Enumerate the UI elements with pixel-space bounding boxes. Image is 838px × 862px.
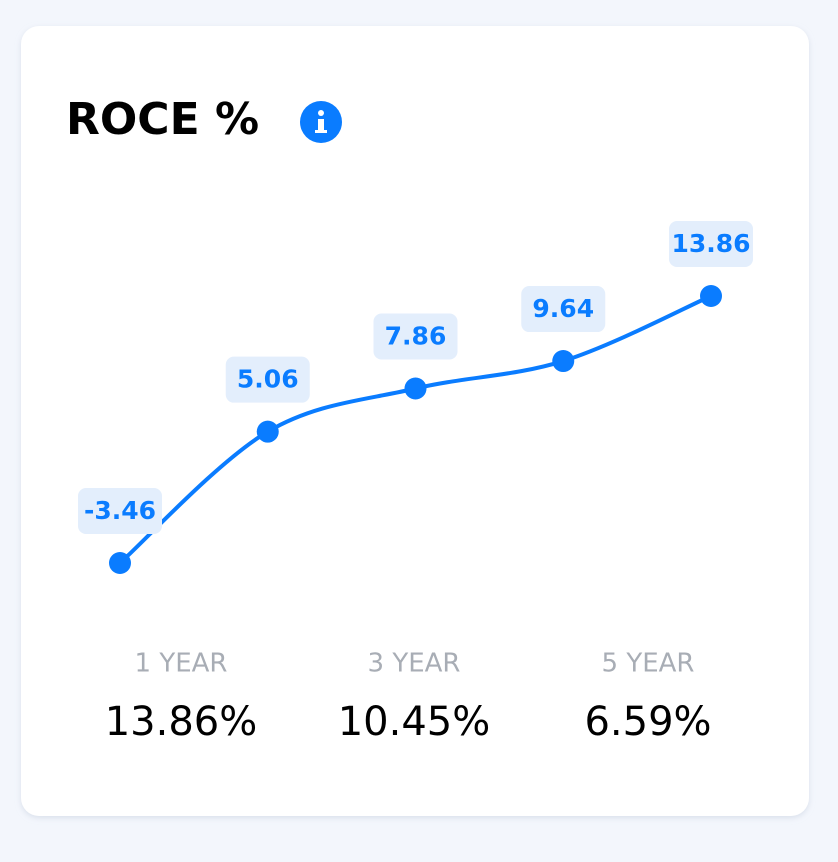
- point: [552, 350, 575, 373]
- value-label-box: [78, 488, 162, 534]
- period-label: 1 YEAR: [135, 649, 228, 679]
- value-label-box: [225, 356, 310, 403]
- value-label: 7.86: [385, 321, 447, 350]
- point: [404, 377, 427, 400]
- value-label: 9.64: [532, 294, 594, 323]
- value-label: -3.46: [84, 496, 156, 525]
- point: [109, 552, 131, 574]
- info-icon[interactable]: [300, 101, 342, 143]
- period-label: 3 YEAR: [368, 649, 461, 679]
- value-label-box: [521, 286, 606, 333]
- value-label-box: [373, 313, 458, 360]
- card-title: ROCE %: [66, 94, 259, 145]
- card: [21, 26, 809, 816]
- point: [700, 285, 722, 307]
- period-value: 13.86%: [105, 699, 258, 745]
- value-label: 13.86: [671, 229, 750, 258]
- period-label: 5 YEAR: [602, 649, 695, 679]
- summary: 1 YEAR 13.86% 3 YEAR 10.45% 5 YEAR 6.59%: [105, 649, 712, 746]
- plot: -3.46 5.06 7.86 9.64 13.86: [78, 221, 753, 574]
- value-label-box: [669, 221, 753, 267]
- period-value: 10.45%: [338, 699, 491, 745]
- value-label: 5.06: [237, 365, 299, 394]
- period-value: 6.59%: [584, 699, 711, 745]
- point: [256, 420, 279, 443]
